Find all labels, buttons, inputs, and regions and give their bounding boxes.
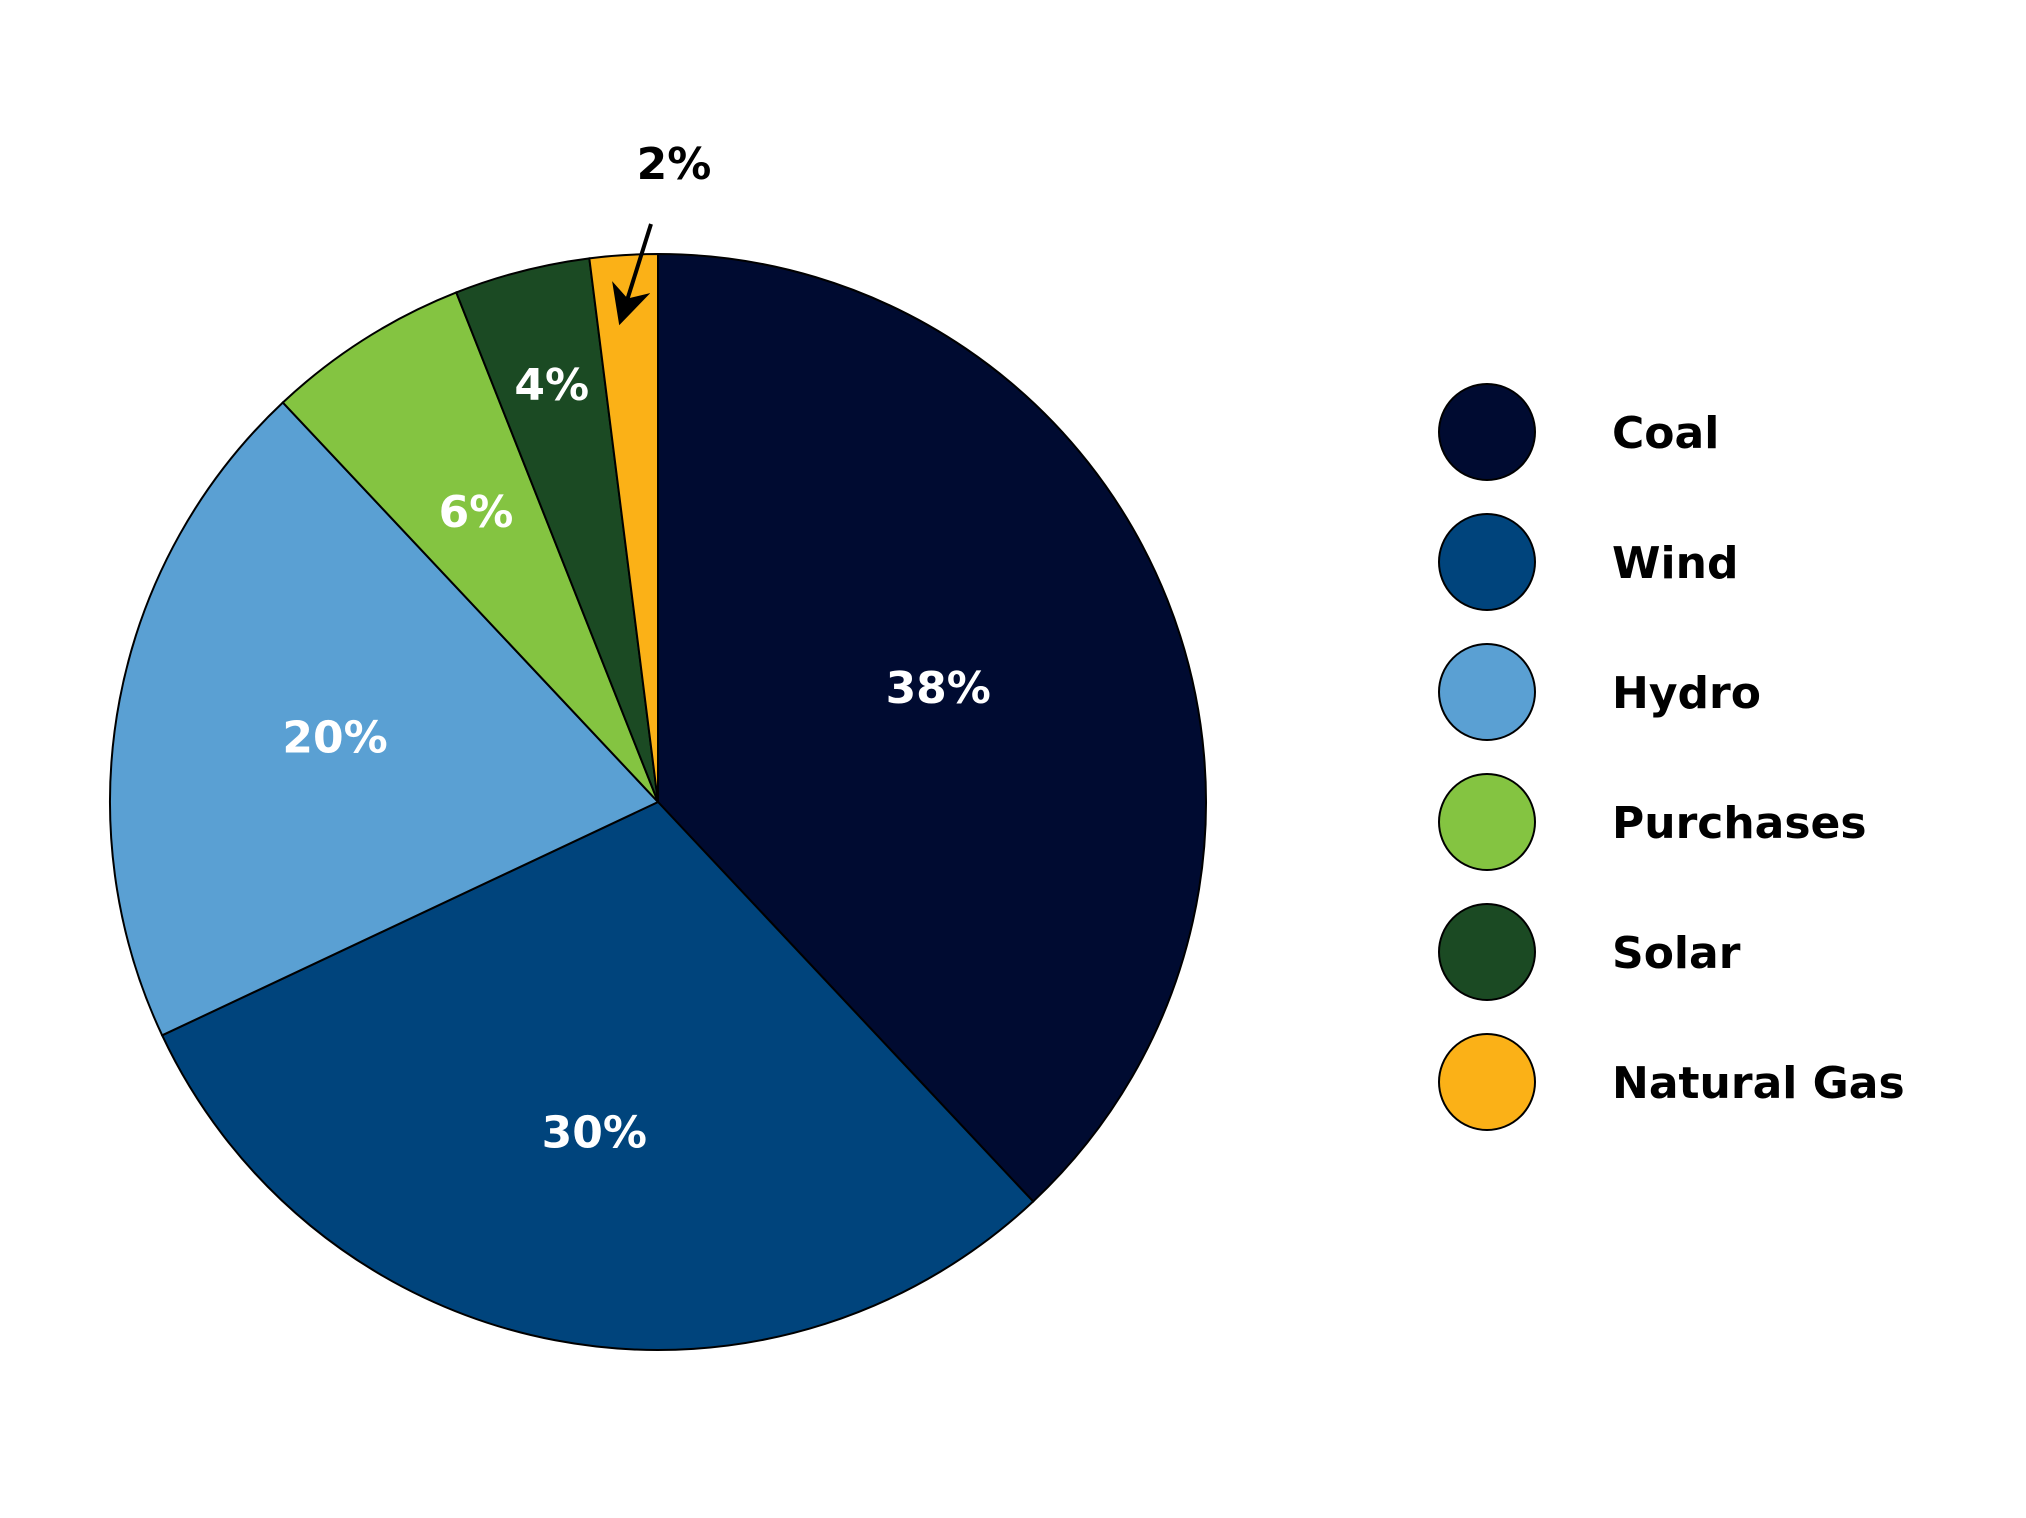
slice-label-coal: 38% [886,663,991,714]
legend-label: Hydro [1612,668,1761,719]
legend-swatch [1438,513,1536,611]
slice-label-solar: 4% [514,360,589,411]
pie-slice-wind [160,800,1035,1351]
pie-slice-coal [657,252,1207,1203]
legend-label: Wind [1612,538,1738,589]
slice-label-hydro: 20% [282,712,387,763]
pie-slice-hydro [109,401,660,1037]
legend-label: Purchases [1612,798,1867,849]
pie-slice-natural-gas [588,252,659,803]
slice-label-natural-gas: 2% [637,139,712,190]
legend-swatch [1438,383,1536,481]
legend-label: Natural Gas [1612,1058,1905,1109]
legend-swatch [1438,903,1536,1001]
callout-arrow [612,223,653,326]
legend-swatch [1438,773,1536,871]
legend-swatch [1438,1033,1536,1131]
legend-swatch [1438,643,1536,741]
pie-slices [109,252,1207,1351]
slice-label-purchases: 6% [439,487,514,538]
legend: Coal Wind Hydro Purchases Solar Natural Gas [1438,383,1905,1131]
slice-labels: 38% 30% 20% 6% 4% 2% [282,139,991,1159]
slice-label-wind: 30% [542,1108,647,1159]
pie-slice-purchases [281,291,659,803]
legend-label: Solar [1612,928,1741,979]
legend-label: Coal [1612,408,1719,459]
